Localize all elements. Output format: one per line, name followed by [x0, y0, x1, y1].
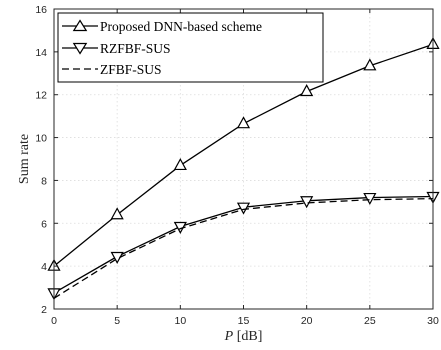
y-tick-label-7: 16 — [35, 4, 47, 16]
x-axis-unit: [dB] — [233, 329, 262, 344]
x-tick-label-3: 15 — [238, 315, 250, 327]
legend-label-zfbf: ZFBF-SUS — [100, 62, 162, 77]
y-tick-label-5: 12 — [35, 90, 47, 102]
y-tick-label-6: 14 — [35, 47, 47, 59]
series-1-point-3 — [236, 202, 251, 215]
x-tick-label-5: 25 — [364, 315, 376, 327]
series-1-point-4 — [300, 196, 314, 209]
series-line-2 — [53, 197, 434, 299]
series-0-point-2 — [173, 157, 187, 171]
y-tick-label-1: 4 — [41, 261, 47, 273]
x-tick-label-1: 5 — [114, 315, 120, 327]
legend-label-proposed: Proposed DNN-based scheme — [100, 19, 262, 34]
y-tick-label-4: 10 — [35, 133, 47, 145]
legend-marker-triangle-up — [72, 19, 88, 32]
ticks — [53, 8, 434, 310]
x-axis-title: P [dB] — [224, 329, 263, 344]
series-1-point-5 — [363, 192, 377, 206]
y-tick-label-3: 8 — [41, 175, 47, 187]
x-axis-variable: P — [224, 329, 234, 344]
series-layer — [47, 36, 440, 301]
x-tick-label-4: 20 — [301, 315, 313, 327]
legend-box — [57, 12, 324, 83]
legend-label-rzfbf: RZFBF-SUS — [100, 41, 171, 56]
x-tick-label-2: 10 — [174, 315, 186, 327]
y-tick-label-2: 6 — [41, 218, 47, 230]
x-tick-label-0: 0 — [51, 315, 57, 327]
legend-marker-triangle-down — [72, 42, 88, 55]
series-0-point-5 — [363, 58, 377, 71]
y-tick-label-0: 2 — [41, 304, 47, 316]
legend: Proposed DNN-based scheme RZFBF-SUS ZFBF… — [57, 12, 324, 83]
series-0-point-1 — [110, 207, 124, 220]
series-0-point-4 — [300, 84, 314, 97]
x-tick-label-6: 30 — [427, 315, 439, 327]
y-axis-title: Sum rate — [17, 134, 32, 184]
tick-labels: 0 5 10 15 20 25 30 2 4 6 8 10 12 14 16 — [35, 4, 439, 327]
series-0-point-3 — [236, 116, 251, 129]
